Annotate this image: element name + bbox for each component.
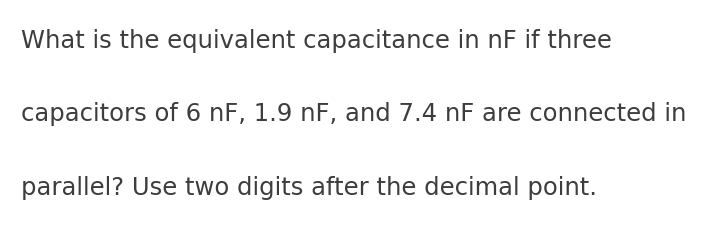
- Text: What is the equivalent capacitance in nF if three: What is the equivalent capacitance in nF…: [21, 29, 612, 53]
- Text: capacitors of 6 nF, 1.9 nF, and 7.4 nF are connected in: capacitors of 6 nF, 1.9 nF, and 7.4 nF a…: [21, 102, 686, 126]
- Text: parallel? Use two digits after the decimal point.: parallel? Use two digits after the decim…: [21, 176, 597, 200]
